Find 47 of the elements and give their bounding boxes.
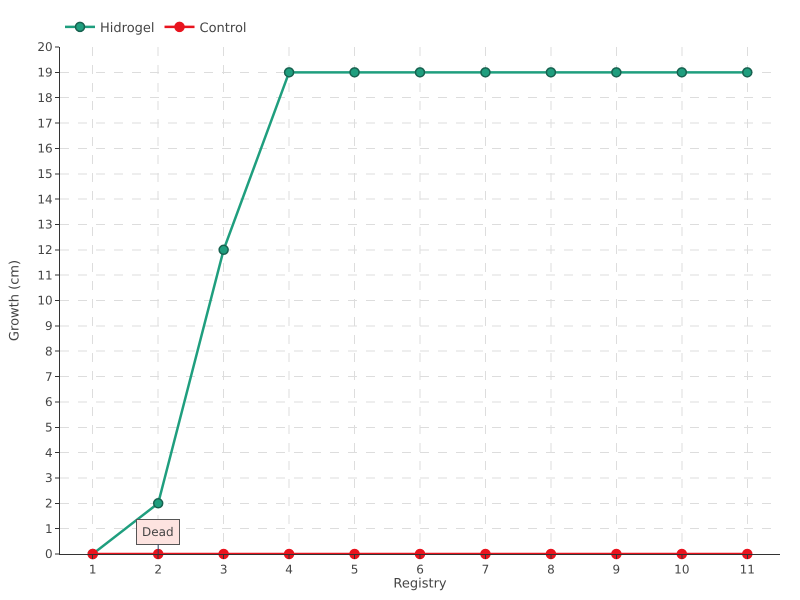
x-tick-label: 9	[612, 562, 620, 576]
x-tick-label: 4	[285, 562, 293, 576]
y-tick-label: 8	[44, 344, 53, 358]
x-tick-label: 6	[416, 562, 424, 576]
x-tick-label: 8	[547, 562, 555, 576]
point	[480, 67, 491, 78]
y-tick-label: 3	[44, 471, 53, 486]
y-tick-label: 15	[37, 166, 53, 181]
y-tick-label: 6	[44, 395, 53, 410]
y-tick-label: 13	[37, 218, 53, 232]
y-tick-label: 5	[44, 420, 53, 434]
y-tick-label: 2	[44, 496, 53, 510]
x-tick-label: 5	[350, 562, 358, 576]
x-tick-label: 3	[220, 562, 228, 576]
point	[742, 67, 753, 78]
y-tick-label: 16	[37, 142, 53, 156]
y-tick-label: 1	[44, 522, 53, 536]
y-tick-label: 12	[37, 243, 53, 257]
y-tick-label: 11	[37, 268, 53, 282]
y-axis-title: Growth (cm)	[7, 260, 22, 342]
y-tick-label: 10	[37, 294, 53, 308]
y-tick-label: 19	[37, 66, 53, 80]
point	[676, 67, 688, 78]
point	[414, 67, 426, 78]
point	[284, 67, 294, 78]
y-tick-label: 4	[44, 446, 53, 460]
y-tick-label: 17	[37, 116, 53, 130]
x-axis-title: Registry	[393, 576, 447, 592]
point	[611, 67, 622, 78]
x-tick-label: 7	[482, 562, 490, 576]
legend-label: Hidrogel	[100, 20, 155, 36]
y-tick-label: 0	[44, 547, 53, 562]
x-tick-label: 10	[674, 562, 690, 576]
legend-label: Control	[200, 20, 247, 36]
point	[349, 67, 360, 78]
x-tick-label: 1	[88, 562, 97, 576]
y-tick-label: 7	[44, 370, 53, 384]
y-tick-label: 9	[44, 319, 53, 334]
point	[546, 67, 556, 78]
point	[218, 244, 229, 256]
x-tick-label: 11	[740, 562, 755, 576]
x-tick-label: 2	[154, 562, 162, 576]
y-tick-label: 14	[37, 192, 53, 206]
annotation: Dead	[142, 525, 174, 539]
point	[152, 498, 164, 509]
y-tick-label: 20	[37, 40, 53, 54]
y-tick-label: 18	[37, 90, 53, 105]
